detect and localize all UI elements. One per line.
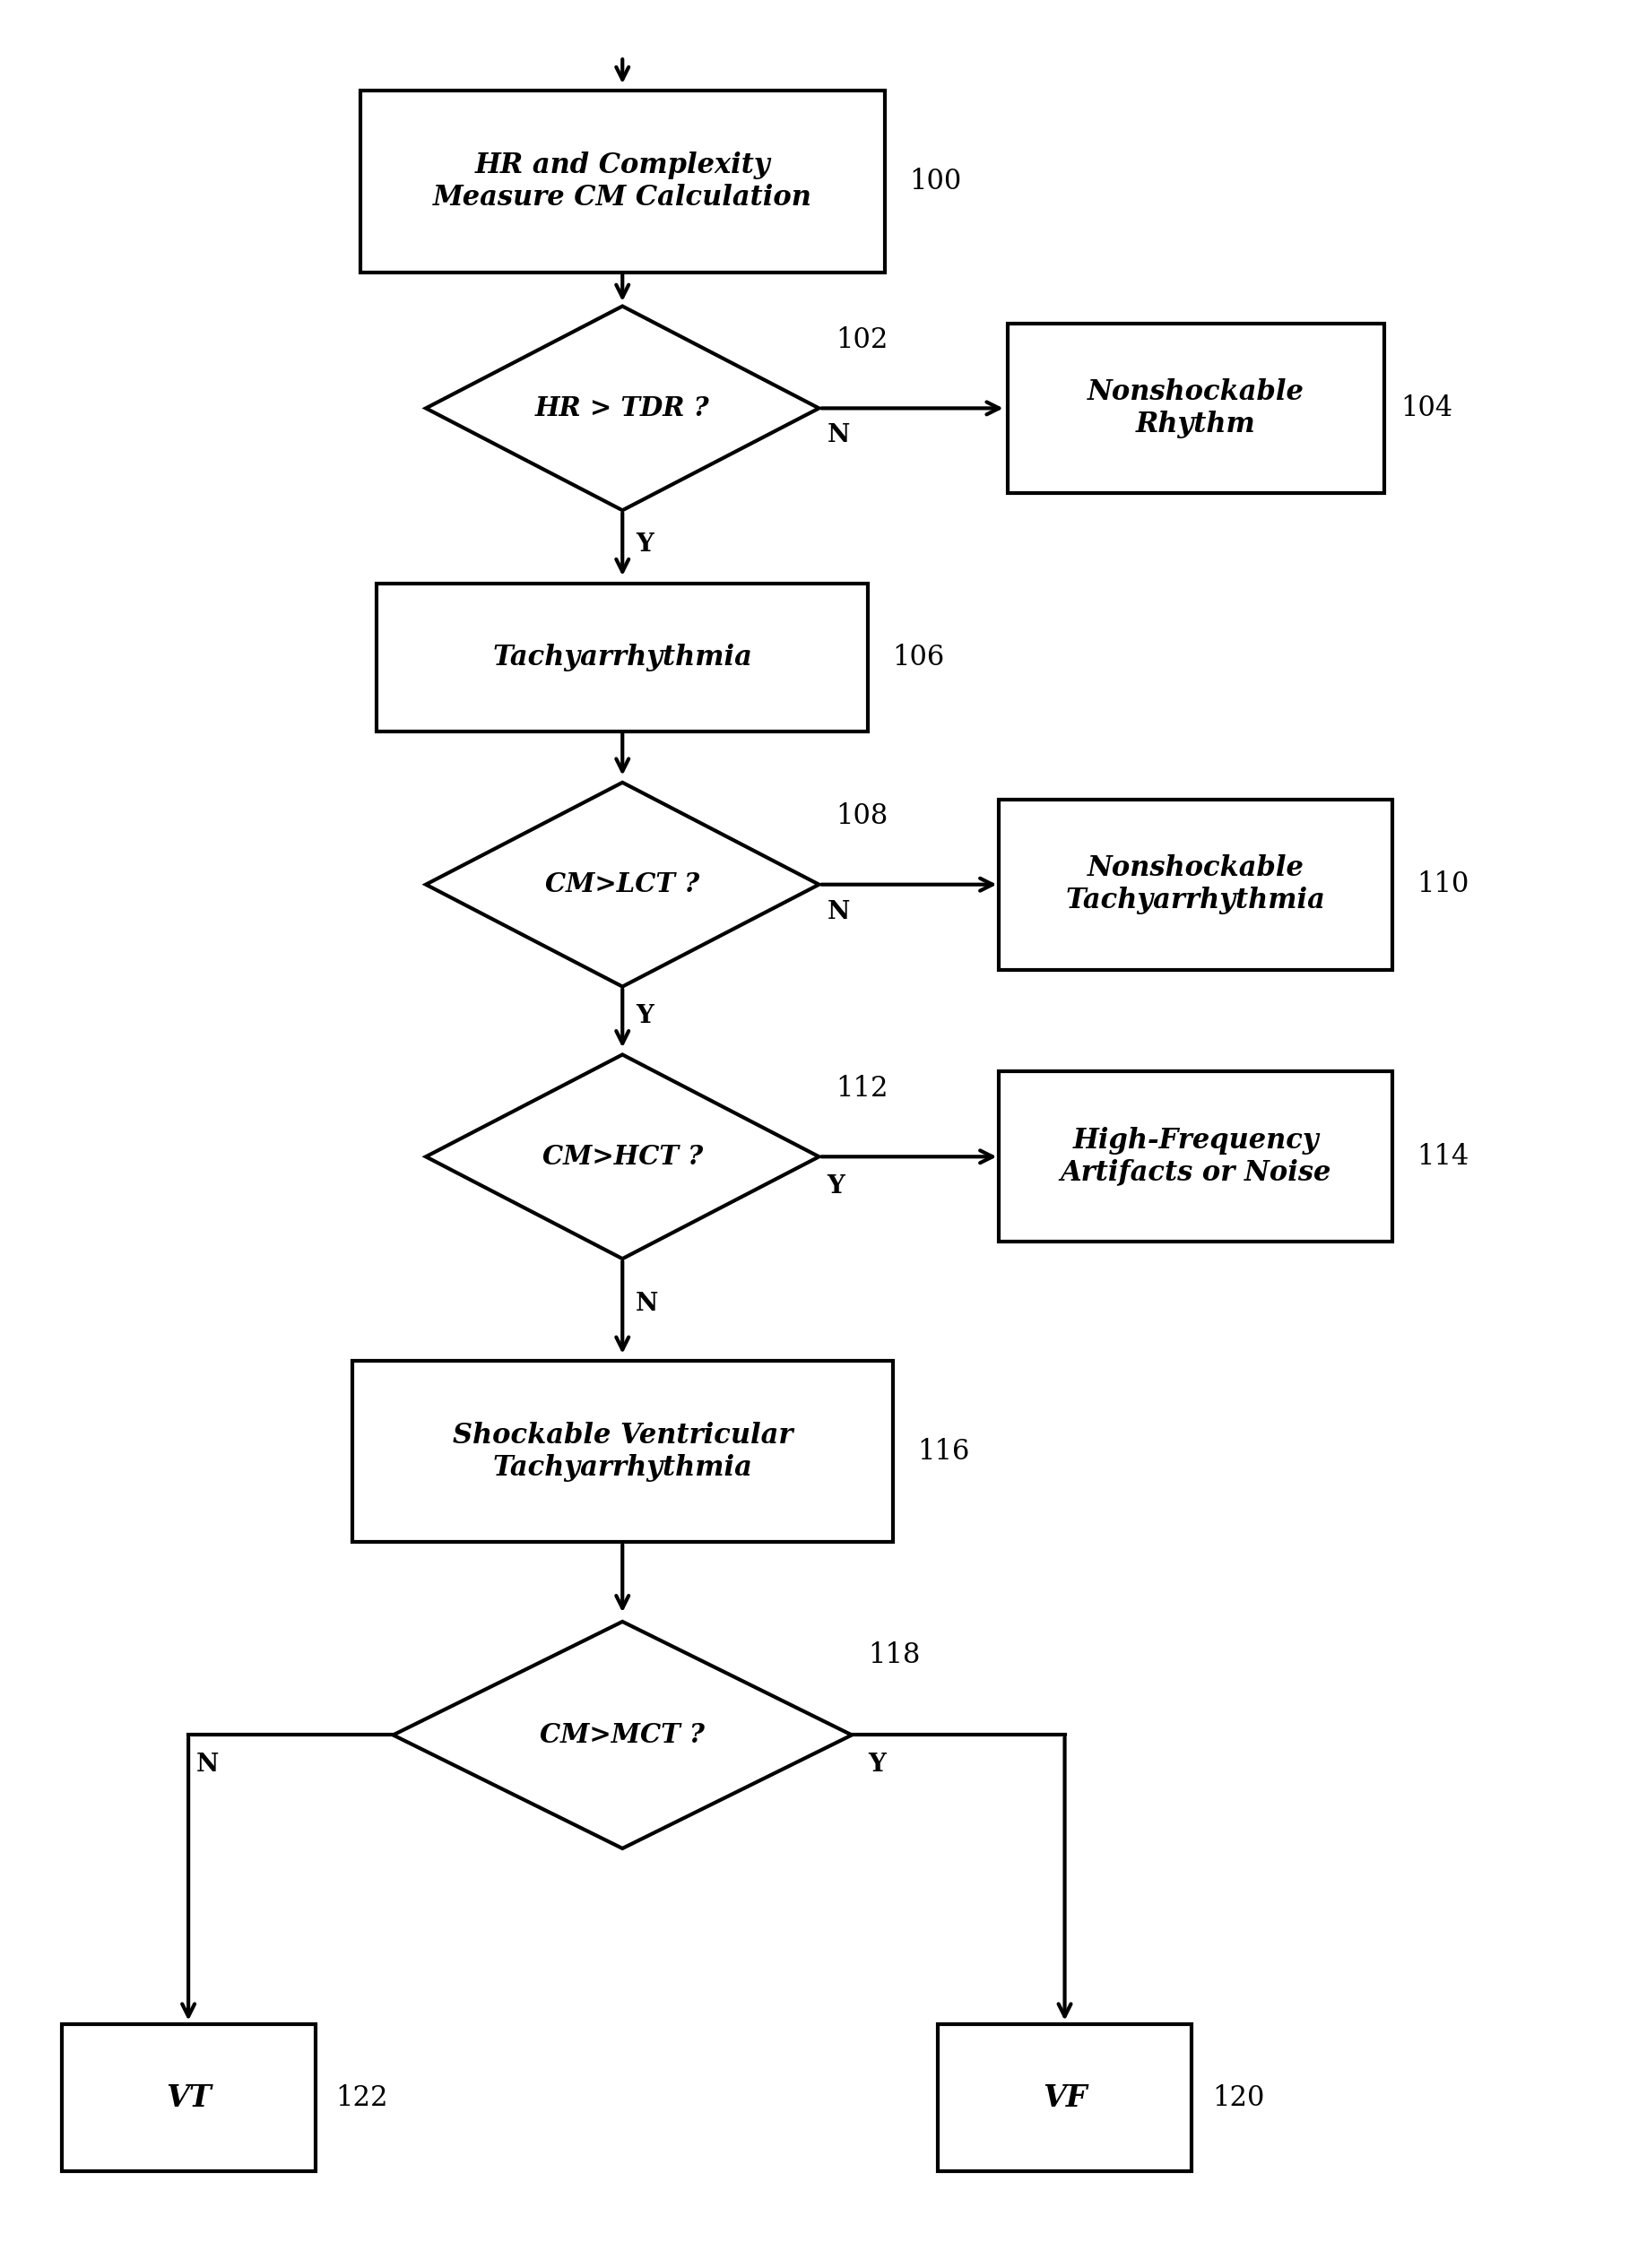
Polygon shape [426, 1055, 819, 1259]
Text: VT: VT [165, 2082, 211, 2114]
Text: 118: 118 [868, 1642, 921, 1669]
FancyBboxPatch shape [62, 2023, 314, 2173]
Text: 100: 100 [909, 168, 962, 195]
Text: VF: VF [1042, 2082, 1088, 2114]
FancyBboxPatch shape [1007, 324, 1384, 494]
Text: 110: 110 [1417, 871, 1469, 898]
Polygon shape [393, 1622, 852, 1848]
Text: 120: 120 [1212, 2084, 1265, 2112]
Text: N: N [636, 1293, 658, 1315]
Text: CM>HCT ?: CM>HCT ? [542, 1143, 703, 1170]
Text: 112: 112 [835, 1075, 888, 1102]
FancyBboxPatch shape [377, 585, 868, 730]
Text: 106: 106 [893, 644, 945, 671]
Text: 102: 102 [835, 327, 888, 354]
Text: Y: Y [868, 1753, 886, 1776]
Text: 114: 114 [1417, 1143, 1469, 1170]
FancyBboxPatch shape [352, 1361, 893, 1542]
Text: 122: 122 [336, 2084, 388, 2112]
Text: N: N [827, 900, 850, 923]
Polygon shape [426, 782, 819, 987]
Text: CM>LCT ?: CM>LCT ? [545, 871, 699, 898]
Text: High-Frequency
Artifacts or Noise: High-Frequency Artifacts or Noise [1060, 1127, 1332, 1186]
Text: HR > TDR ?: HR > TDR ? [536, 395, 709, 422]
Text: 104: 104 [1400, 395, 1453, 422]
Text: N: N [197, 1753, 219, 1776]
Text: Nonshockable
Tachyarrhythmia: Nonshockable Tachyarrhythmia [1066, 855, 1325, 914]
Text: Y: Y [636, 1005, 654, 1027]
Text: Y: Y [827, 1175, 845, 1198]
Text: HR and Complexity
Measure CM Calculation: HR and Complexity Measure CM Calculation [432, 152, 812, 211]
Text: Nonshockable
Rhythm: Nonshockable Rhythm [1088, 379, 1304, 438]
Text: Y: Y [636, 533, 654, 556]
FancyBboxPatch shape [999, 801, 1392, 971]
Text: CM>MCT ?: CM>MCT ? [541, 1721, 704, 1749]
Polygon shape [426, 306, 819, 510]
Text: Shockable Ventricular
Tachyarrhythmia: Shockable Ventricular Tachyarrhythmia [452, 1422, 793, 1481]
Text: Tachyarrhythmia: Tachyarrhythmia [493, 644, 752, 671]
Text: 116: 116 [917, 1438, 970, 1465]
FancyBboxPatch shape [999, 1073, 1392, 1243]
FancyBboxPatch shape [360, 91, 885, 272]
FancyBboxPatch shape [937, 2023, 1192, 2173]
Text: 108: 108 [835, 803, 888, 830]
Text: N: N [827, 424, 850, 447]
